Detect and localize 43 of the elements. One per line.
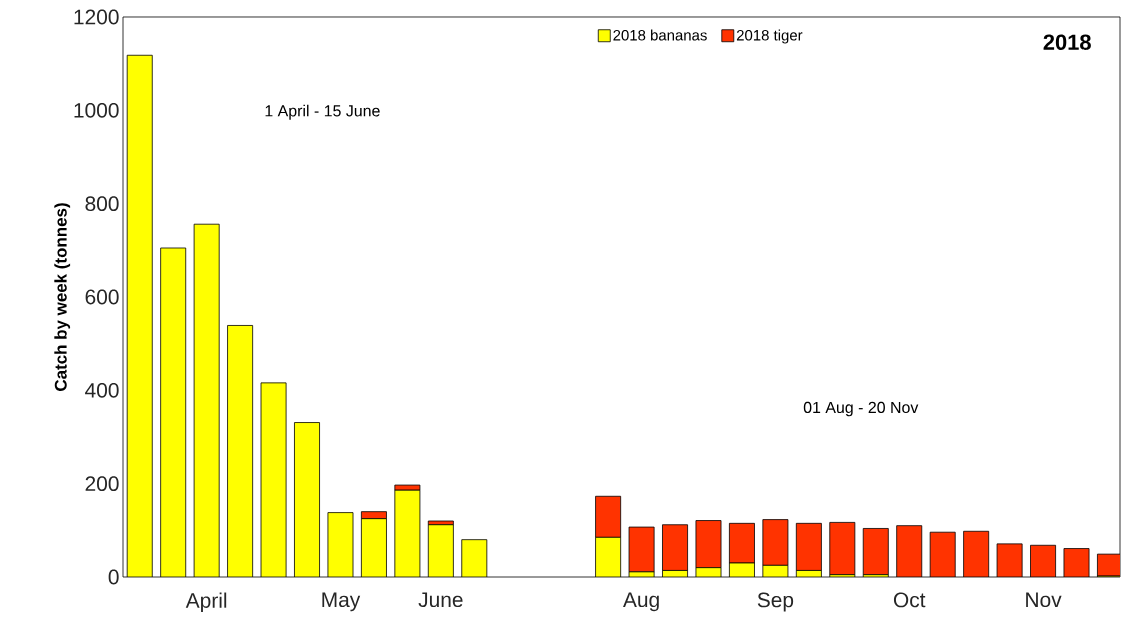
bar (261, 382, 287, 577)
annotation: 2018 (1043, 34, 1091, 50)
y-tick-label: 0 (108, 569, 119, 585)
bar (327, 512, 354, 577)
bar (662, 524, 688, 571)
bar (194, 224, 220, 577)
x-tick-label: Sep (757, 592, 794, 612)
bar (729, 522, 755, 564)
bar (294, 422, 320, 577)
bar (862, 528, 889, 576)
bar (595, 495, 622, 538)
bar (127, 55, 153, 577)
bar (160, 248, 186, 577)
bar (795, 522, 822, 571)
bar (461, 539, 487, 577)
bar (1030, 544, 1056, 577)
y-tick-label: 400 (85, 382, 119, 398)
bar (428, 524, 454, 577)
bar (929, 531, 956, 577)
y-tick-label: 800 (85, 196, 119, 212)
legend-label: 2018 tiger (736, 29, 803, 44)
y-tick-label: 600 (85, 289, 119, 305)
bar (896, 525, 923, 577)
bar (963, 530, 990, 577)
x-tick-label: June (418, 592, 463, 608)
bar (762, 519, 789, 566)
x-tick-label: April (185, 592, 227, 613)
legend-label: 2018 bananas (613, 29, 707, 41)
x-tick-label: May (322, 592, 361, 612)
x-tick-label: Aug (623, 592, 659, 612)
x-tick-label: Nov (1026, 592, 1062, 608)
y-tick-label: 200 (85, 476, 119, 492)
x-tick-label: Oct (893, 592, 926, 608)
y-tick-label: 1200 (74, 9, 119, 25)
bar (361, 518, 387, 577)
bar (394, 490, 420, 577)
y-axis-title: Catch by week (tonnes) (54, 203, 71, 391)
annotation: 01 Aug - 20 Nov (803, 401, 919, 417)
bar (829, 522, 856, 576)
y-tick-label: 1000 (74, 102, 119, 118)
bar (595, 536, 622, 577)
bar (227, 325, 253, 577)
annotation: 1 April - 15 June (265, 104, 380, 120)
